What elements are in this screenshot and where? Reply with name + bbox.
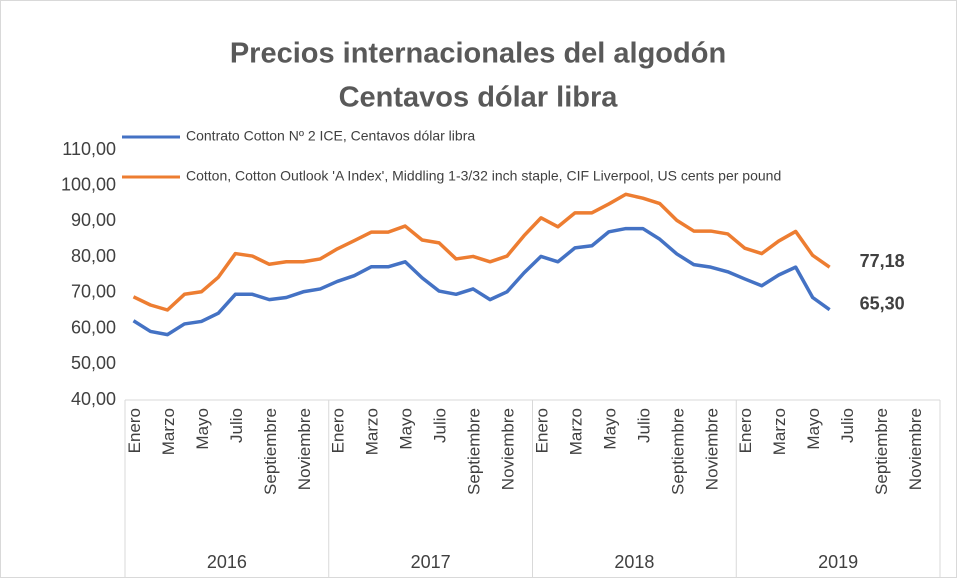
x-tick-label: Marzo	[770, 408, 789, 455]
chart-title: Centavos dólar libra	[339, 82, 619, 114]
x-tick-label: Julio	[431, 408, 450, 443]
x-tick-label: Septiembre	[261, 408, 280, 495]
x-tick-label: Mayo	[193, 408, 212, 450]
group-label: 2016	[207, 552, 247, 572]
y-tick-label: 80,00	[71, 246, 116, 266]
y-tick-label: 70,00	[71, 282, 116, 302]
x-tick-label: Enero	[329, 408, 348, 453]
x-tick-label: Mayo	[804, 408, 823, 450]
x-tick-label: Septiembre	[668, 408, 687, 495]
x-tick-label: Noviembre	[295, 408, 314, 490]
x-tick-label: Enero	[532, 408, 551, 453]
series-line	[132, 192, 831, 312]
series-line	[132, 226, 831, 337]
y-tick-label: 50,00	[71, 353, 116, 373]
group-label: 2019	[818, 552, 858, 572]
x-tick-label: Marzo	[363, 408, 382, 455]
x-tick-label: Enero	[736, 408, 755, 453]
group-label: 2018	[614, 552, 654, 572]
chart-title: Precios internacionales del algodón	[230, 38, 726, 70]
x-tick-label: Marzo	[159, 408, 178, 455]
data-label: 77,18	[860, 251, 905, 271]
x-tick-label: Noviembre	[702, 408, 721, 490]
x-tick-label: Julio	[227, 408, 246, 443]
group-label: 2017	[411, 552, 451, 572]
y-tick-label: 100,00	[61, 174, 116, 194]
x-tick-label: Julio	[838, 408, 857, 443]
data-label: 65,30	[860, 293, 905, 313]
legend-label: Cotton, Cotton Outlook 'A Index', Middli…	[186, 168, 781, 184]
y-tick-label: 90,00	[71, 210, 116, 230]
x-tick-label: Mayo	[397, 408, 416, 450]
x-tick-label: Marzo	[566, 408, 585, 455]
x-tick-label: Enero	[125, 408, 144, 453]
x-tick-label: Mayo	[600, 408, 619, 450]
x-tick-label: Septiembre	[872, 408, 891, 495]
x-tick-label: Noviembre	[499, 408, 518, 490]
x-tick-label: Julio	[634, 408, 653, 443]
x-tick-label: Septiembre	[465, 408, 484, 495]
y-tick-label: 110,00	[62, 139, 116, 159]
y-tick-label: 60,00	[71, 317, 116, 337]
y-tick-label: 40,00	[71, 389, 116, 409]
legend-label: Contrato Cotton Nº 2 ICE, Centavos dólar…	[186, 128, 475, 144]
x-tick-label: Noviembre	[906, 408, 925, 490]
